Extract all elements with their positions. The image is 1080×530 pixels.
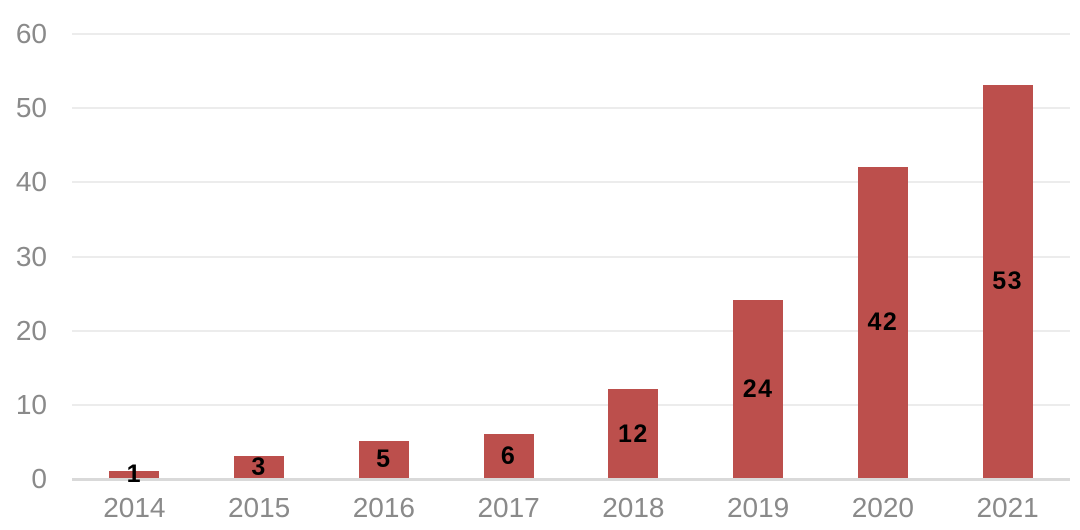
x-axis-tick-label: 2015: [227, 492, 291, 523]
y-axis-tick-label: 60: [15, 18, 47, 49]
bar-2019: [733, 300, 784, 478]
x-axis-tick-label: 2014: [103, 492, 166, 523]
gridline: [72, 329, 1070, 332]
bar-value-label: 53: [992, 267, 1024, 296]
bar-2020: [857, 166, 908, 478]
y-axis-tick-label: 50: [15, 92, 47, 124]
gridline: [72, 107, 1070, 110]
bar-2015: [234, 455, 285, 478]
bar-2016: [358, 440, 409, 478]
bar-value-label: 42: [867, 308, 899, 337]
bar-2021: [982, 84, 1033, 478]
bar-2014: [109, 470, 160, 478]
x-axis-tick-label: 2019: [726, 492, 790, 523]
bar-value-label: 12: [617, 419, 649, 448]
x-axis-tick-label: 2020: [851, 492, 915, 523]
bar-value-label: 24: [742, 375, 774, 403]
gridline: [72, 33, 1070, 35]
gridline: [72, 181, 1070, 184]
bar-2018: [608, 389, 659, 478]
x-axis-tick-label: 2021: [976, 492, 1039, 523]
x-axis-tick-label: 2017: [477, 492, 540, 523]
y-axis-tick-label: 10: [15, 388, 47, 420]
x-axis-line: [72, 478, 1070, 481]
y-axis-tick-label: 0: [31, 463, 47, 494]
x-axis-tick-label: 2016: [352, 492, 416, 523]
x-axis-tick-label: 2018: [602, 492, 665, 523]
y-axis-tick-label: 30: [15, 240, 47, 272]
gridline: [72, 403, 1070, 406]
bar-2017: [483, 433, 534, 478]
y-axis-tick-label: 20: [15, 314, 47, 346]
bar-value-label: 3: [251, 452, 267, 481]
bar-value-label: 1: [126, 460, 143, 489]
bar-value-label: 5: [376, 445, 392, 474]
y-axis-tick-label: 40: [15, 166, 47, 198]
bar-value-label: 6: [500, 441, 517, 470]
gridline: [72, 255, 1070, 258]
